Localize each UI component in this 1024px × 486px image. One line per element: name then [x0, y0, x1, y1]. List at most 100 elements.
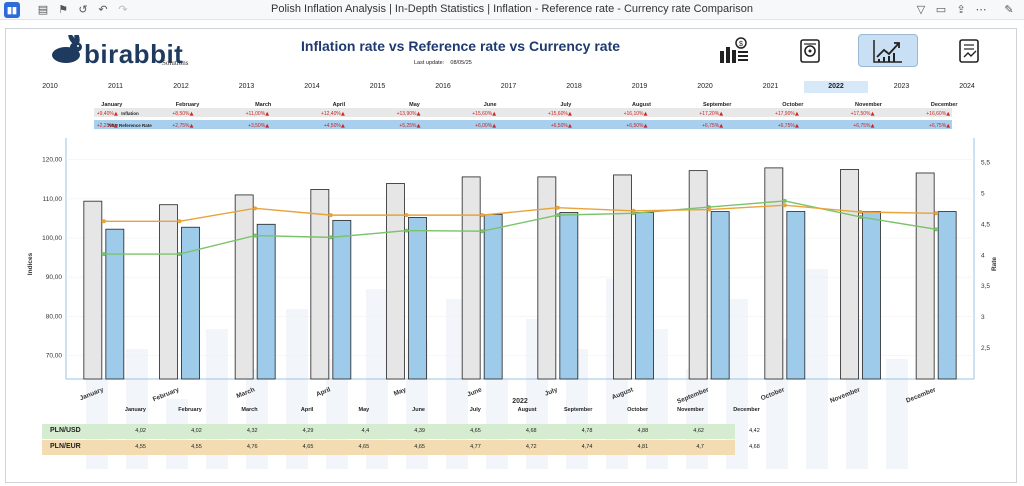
series-line-pln-usd: [103, 200, 937, 255]
rate-table-cell: +11,00%: [246, 111, 266, 117]
file-icon[interactable]: ▤: [37, 3, 49, 16]
y2-tick-label: 2,5: [981, 345, 990, 352]
x-tick-label: April: [315, 386, 332, 398]
fx-table-cell: 4,72: [525, 444, 537, 450]
x-tick-label: July: [544, 386, 559, 398]
fx-table-cell: 4,88: [637, 428, 649, 434]
up-arrow-icon: ▲: [114, 111, 118, 117]
y-tick-label: 120,00: [42, 157, 62, 164]
up-arrow-icon: ▲: [190, 111, 194, 117]
rate-table-cell: +6,75%: [929, 123, 947, 129]
redo-icon[interactable]: ↷: [118, 3, 128, 16]
fx-table-cell: 4,32: [246, 428, 258, 434]
up-arrow-icon: ▲: [795, 111, 799, 117]
rate-table-cell: +6,50%: [626, 123, 644, 129]
up-arrow-icon: ▲: [568, 111, 572, 117]
reference-rate-bar: [483, 214, 503, 380]
year-option-2021[interactable]: 2021: [762, 83, 779, 90]
chart-area: January February March April May June July Augu…: [27, 102, 998, 404]
x-axis-title: 2022: [512, 398, 528, 404]
year-option-2014[interactable]: 2014: [304, 83, 320, 90]
reference-rate-bar: [408, 217, 427, 380]
year-option-2019[interactable]: 2019: [631, 83, 648, 90]
inflation-bar: [688, 170, 708, 380]
year-option-2018[interactable]: 2018: [566, 83, 582, 90]
fx-table-cell: 4,76: [246, 444, 258, 450]
rate-table-header: November: [855, 102, 883, 108]
fx-table-header: August: [517, 407, 537, 413]
rate-table-cell: +15,60%: [548, 111, 568, 117]
report-chart-icon: [959, 38, 979, 63]
inflation-bar: [234, 194, 254, 380]
inflation-bar: [840, 169, 859, 380]
up-arrow-icon: ▲: [265, 123, 269, 129]
rate-table-cell: +6,75%: [853, 123, 871, 129]
series-point: [555, 205, 560, 210]
rate-table-cell: +12,40%: [321, 111, 341, 117]
reference-rate-bar: [862, 211, 881, 380]
up-arrow-icon: ▲: [492, 111, 496, 117]
fx-table-header: December: [733, 407, 760, 413]
reference-rate-bar: [256, 223, 276, 380]
fx-table-cell: 4,39: [414, 428, 425, 434]
reset-icon[interactable]: ↺: [78, 3, 88, 16]
filter-icon[interactable]: ▽: [916, 3, 926, 16]
year-option-2023[interactable]: 2023: [893, 83, 910, 90]
brand-logo-subtitle: Solutions: [162, 59, 189, 67]
rate-table-cell: +6,50%: [551, 123, 569, 129]
nav-button-report[interactable]: [940, 34, 1000, 67]
fx-table-cell: 4,65: [414, 444, 425, 450]
up-arrow-icon: ▲: [946, 111, 950, 117]
year-option-2020[interactable]: 2020: [697, 83, 713, 90]
year-option-2016[interactable]: 2016: [435, 83, 451, 90]
rate-table-row-label: Inflation: [121, 111, 139, 116]
bookmark-icon[interactable]: ⚑: [58, 3, 68, 16]
series-line-pln-eur: [103, 204, 937, 223]
rate-table-header: October: [782, 102, 804, 108]
nav-button-document[interactable]: [781, 34, 841, 67]
last-update-label: Last update:: [414, 60, 445, 66]
share-icon[interactable]: ⇪: [956, 3, 966, 16]
year-option-2015[interactable]: 2015: [369, 83, 386, 90]
y2-tick-label: 5,5: [981, 160, 990, 167]
comment-icon[interactable]: ▭: [935, 3, 947, 16]
nav-button-money[interactable]: $: [703, 34, 763, 67]
fx-table-cell: 4,65: [470, 428, 481, 434]
undo-icon[interactable]: ↶: [98, 3, 108, 16]
fx-table-header: November: [677, 407, 704, 413]
series-point: [253, 206, 258, 211]
year-option-2022[interactable]: 2022: [804, 81, 868, 93]
series-point: [555, 213, 560, 218]
series-point: [934, 211, 939, 216]
more-icon[interactable]: ⋯: [975, 3, 987, 16]
app-logo-icon[interactable]: ▮▮: [4, 2, 20, 18]
year-option-2024[interactable]: 2024: [959, 83, 975, 90]
x-tick-label: September: [676, 386, 710, 404]
rate-table-header: May: [409, 102, 421, 108]
up-arrow-icon: ▲: [644, 111, 648, 117]
inflation-bar: [83, 200, 103, 380]
inflation-bar: [159, 204, 178, 380]
y2-tick-label: 4: [981, 252, 985, 259]
rate-table-cell: +6,75%: [702, 123, 720, 129]
y2-tick-label: 3,5: [981, 283, 990, 290]
fx-table-cell: 4,65: [358, 444, 370, 450]
year-option-2010[interactable]: 2010: [42, 83, 58, 90]
fx-table-cell: 4,4: [361, 428, 370, 434]
growth-chart-icon: [873, 39, 902, 63]
fx-table-cell: 4,02: [135, 428, 146, 434]
fx-table-cell: 4,02: [191, 428, 202, 434]
series-point: [858, 214, 863, 219]
year-option-2017[interactable]: 2017: [500, 83, 517, 90]
year-option-2013[interactable]: 2013: [238, 83, 255, 90]
year-option-2012[interactable]: 2012: [173, 83, 189, 90]
series-point: [177, 252, 182, 257]
year-option-2011[interactable]: 2011: [107, 83, 124, 90]
x-tick-label: March: [236, 386, 256, 400]
report-canvas: birabbit Solutions Inflation rate vs Ref…: [5, 28, 1017, 483]
y2-tick-label: 5: [981, 190, 985, 197]
brand-logo-text: birabbit: [84, 39, 184, 69]
nav-button-chart[interactable]: [858, 34, 918, 67]
up-arrow-icon: ▲: [795, 123, 799, 129]
edit-icon[interactable]: ✎: [1004, 3, 1014, 16]
